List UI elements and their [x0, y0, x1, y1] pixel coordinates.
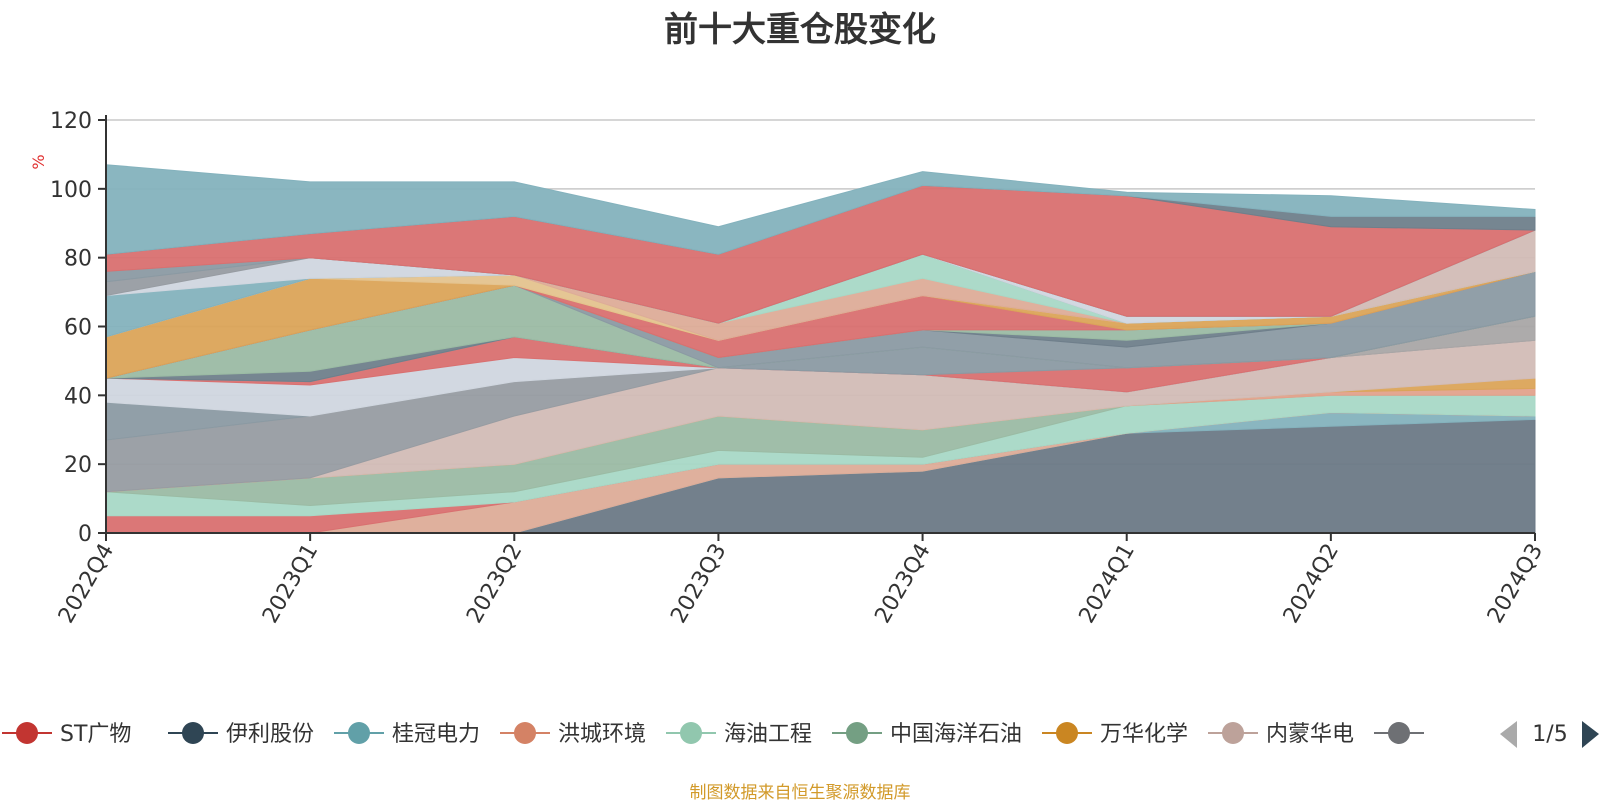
source-note: 制图数据来自恒生聚源数据库: [689, 783, 911, 803]
legend-marker-icon: [182, 722, 204, 744]
legend-marker-icon: [16, 722, 38, 744]
x-tick-label: 2023Q4: [870, 540, 935, 628]
legend: ST广物 伊利股份 桂冠电力 洪城环境 海油工程 中国海洋石油 万华化学 内蒙华电 1/5: [2, 721, 1599, 748]
legend-label: 万华化学: [1100, 722, 1188, 747]
legend-marker-icon: [846, 722, 868, 744]
legend-marker-icon: [348, 722, 370, 744]
x-tick-label: 2024Q2: [1279, 540, 1344, 628]
legend-page-indicator: 1/5: [1532, 722, 1567, 747]
legend-item-0[interactable]: ST广物: [2, 722, 131, 747]
y-tick-label: 80: [64, 247, 92, 272]
legend-item-8[interactable]: [1374, 722, 1424, 744]
legend-marker-icon: [1388, 722, 1410, 744]
y-axis-label: %: [29, 154, 48, 169]
legend-marker-icon: [1222, 722, 1244, 744]
x-tick-label: 2023Q1: [258, 540, 323, 628]
legend-label: 中国海洋石油: [890, 722, 1022, 747]
legend-label: ST广物: [60, 722, 131, 747]
chart-title: 前十大重仓股变化: [664, 10, 936, 50]
legend-item-3[interactable]: 洪城环境: [500, 722, 646, 747]
x-tick-label: 2022Q4: [54, 540, 119, 628]
y-tick-label: 20: [64, 453, 92, 478]
stacked-area-series: [105, 164, 1536, 534]
legend-label: 内蒙华电: [1266, 722, 1354, 747]
triangle-right-icon[interactable]: [1582, 721, 1599, 748]
y-tick-label: 40: [64, 384, 92, 409]
legend-label: 桂冠电力: [392, 722, 480, 747]
legend-label: 海油工程: [724, 722, 812, 747]
x-tick-label: 2023Q2: [462, 540, 527, 628]
legend-item-2[interactable]: 桂冠电力: [334, 722, 480, 747]
triangle-left-icon[interactable]: [1500, 721, 1517, 748]
y-tick-label: 60: [64, 316, 92, 341]
legend-label: 洪城环境: [558, 722, 646, 747]
legend-marker-icon: [1056, 722, 1078, 744]
y-tick-label: 100: [50, 178, 92, 203]
area-series-32: [105, 164, 1536, 255]
y-tick-label: 0: [78, 522, 92, 547]
legend-item-6[interactable]: 万华化学: [1042, 722, 1188, 747]
y-tick-label: 120: [50, 109, 92, 134]
legend-item-5[interactable]: 中国海洋石油: [832, 722, 1022, 747]
x-tick-label: 2024Q3: [1483, 540, 1548, 628]
legend-item-4[interactable]: 海油工程: [666, 722, 812, 747]
x-tick-label: 2023Q3: [666, 540, 731, 628]
legend-label: 伊利股份: [226, 722, 314, 747]
legend-marker-icon: [680, 722, 702, 744]
x-tick-label: 2024Q1: [1075, 540, 1140, 628]
legend-item-7[interactable]: 内蒙华电: [1208, 722, 1354, 747]
legend-marker-icon: [514, 722, 536, 744]
legend-pager: 1/5: [1500, 721, 1599, 748]
legend-item-1[interactable]: 伊利股份: [168, 722, 314, 747]
